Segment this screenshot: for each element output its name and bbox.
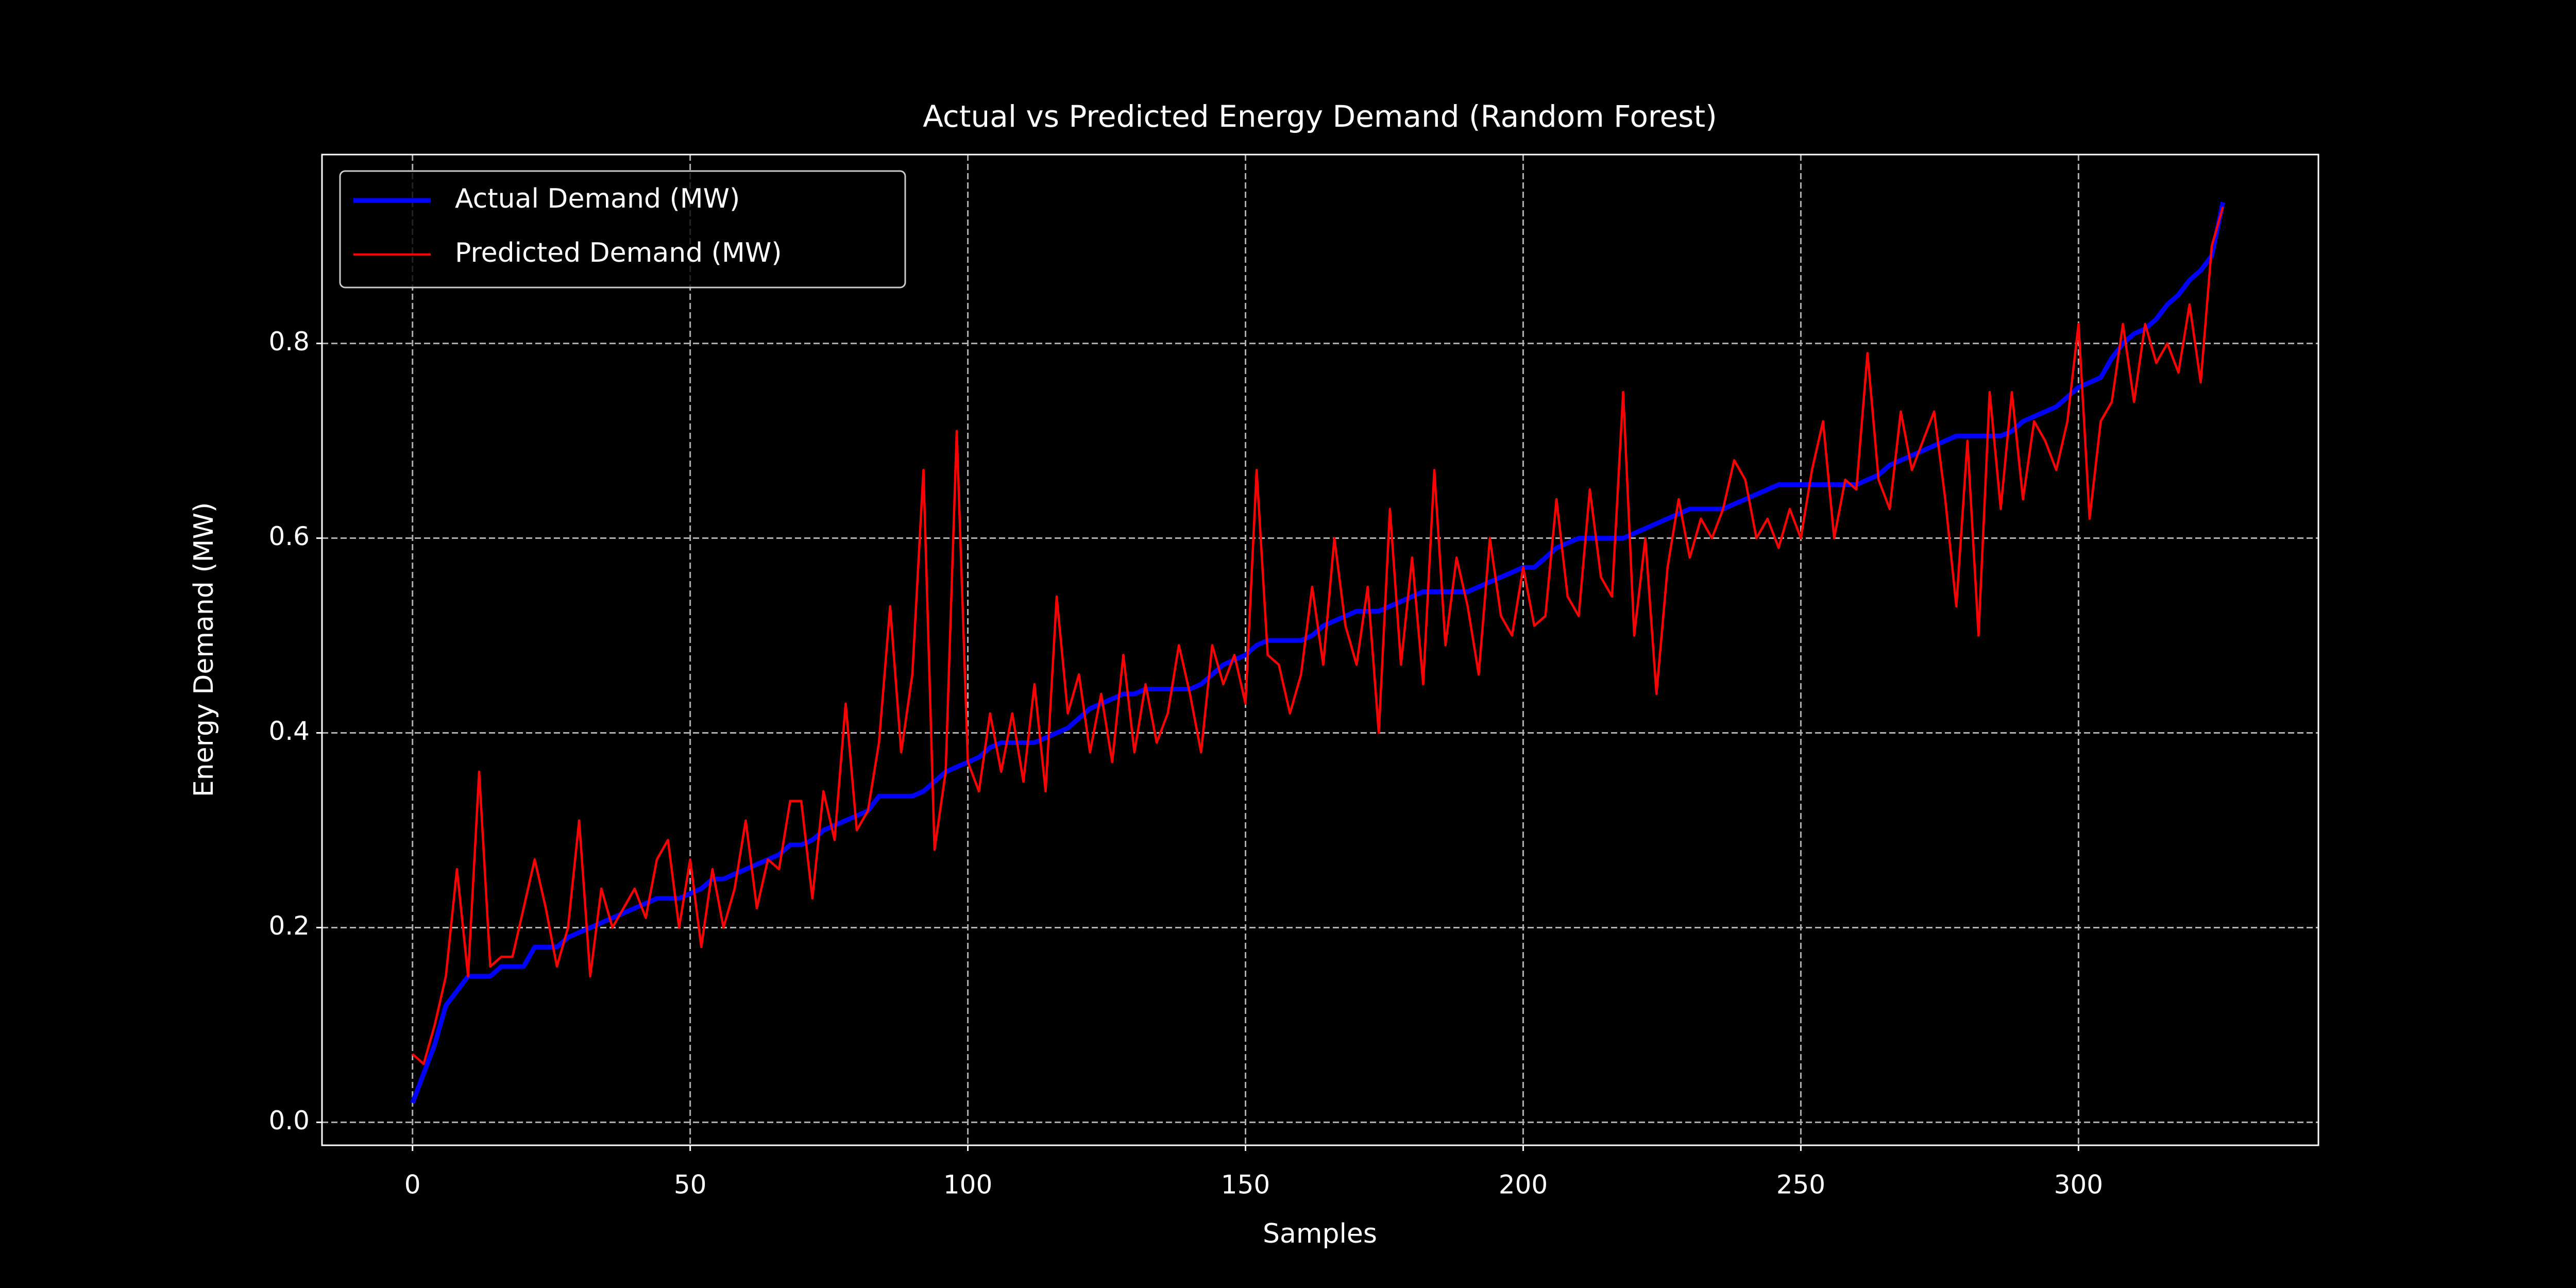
y-tick-label: 0.6 xyxy=(268,521,310,551)
x-tick-label: 100 xyxy=(943,1170,992,1200)
x-tick-label: 250 xyxy=(1776,1170,1825,1200)
legend-box xyxy=(339,170,906,289)
y-tick-label: 0.2 xyxy=(268,911,310,941)
y-axis-label: Energy Demand (MW) xyxy=(189,502,219,797)
y-tick-label: 0.8 xyxy=(268,327,310,357)
x-tick-label: 200 xyxy=(1499,1170,1548,1200)
series-line xyxy=(412,207,2224,1065)
plot-frame xyxy=(321,154,2319,1146)
x-tick-label: 150 xyxy=(1221,1170,1270,1200)
chart-title: Actual vs Predicted Energy Demand (Rando… xyxy=(923,99,1717,134)
y-tick-label: 0.0 xyxy=(268,1106,310,1136)
y-tick-label: 0.4 xyxy=(268,716,310,746)
legend: Actual Demand (MW) Predicted Demand (MW) xyxy=(339,170,906,289)
legend-label: Predicted Demand (MW) xyxy=(455,238,782,268)
legend-label: Actual Demand (MW) xyxy=(455,183,740,214)
x-tick-label: 0 xyxy=(404,1170,421,1200)
x-tick-label: 300 xyxy=(2054,1170,2103,1200)
x-axis-label: Samples xyxy=(1263,1218,1377,1249)
x-tick-label: 50 xyxy=(674,1170,707,1200)
